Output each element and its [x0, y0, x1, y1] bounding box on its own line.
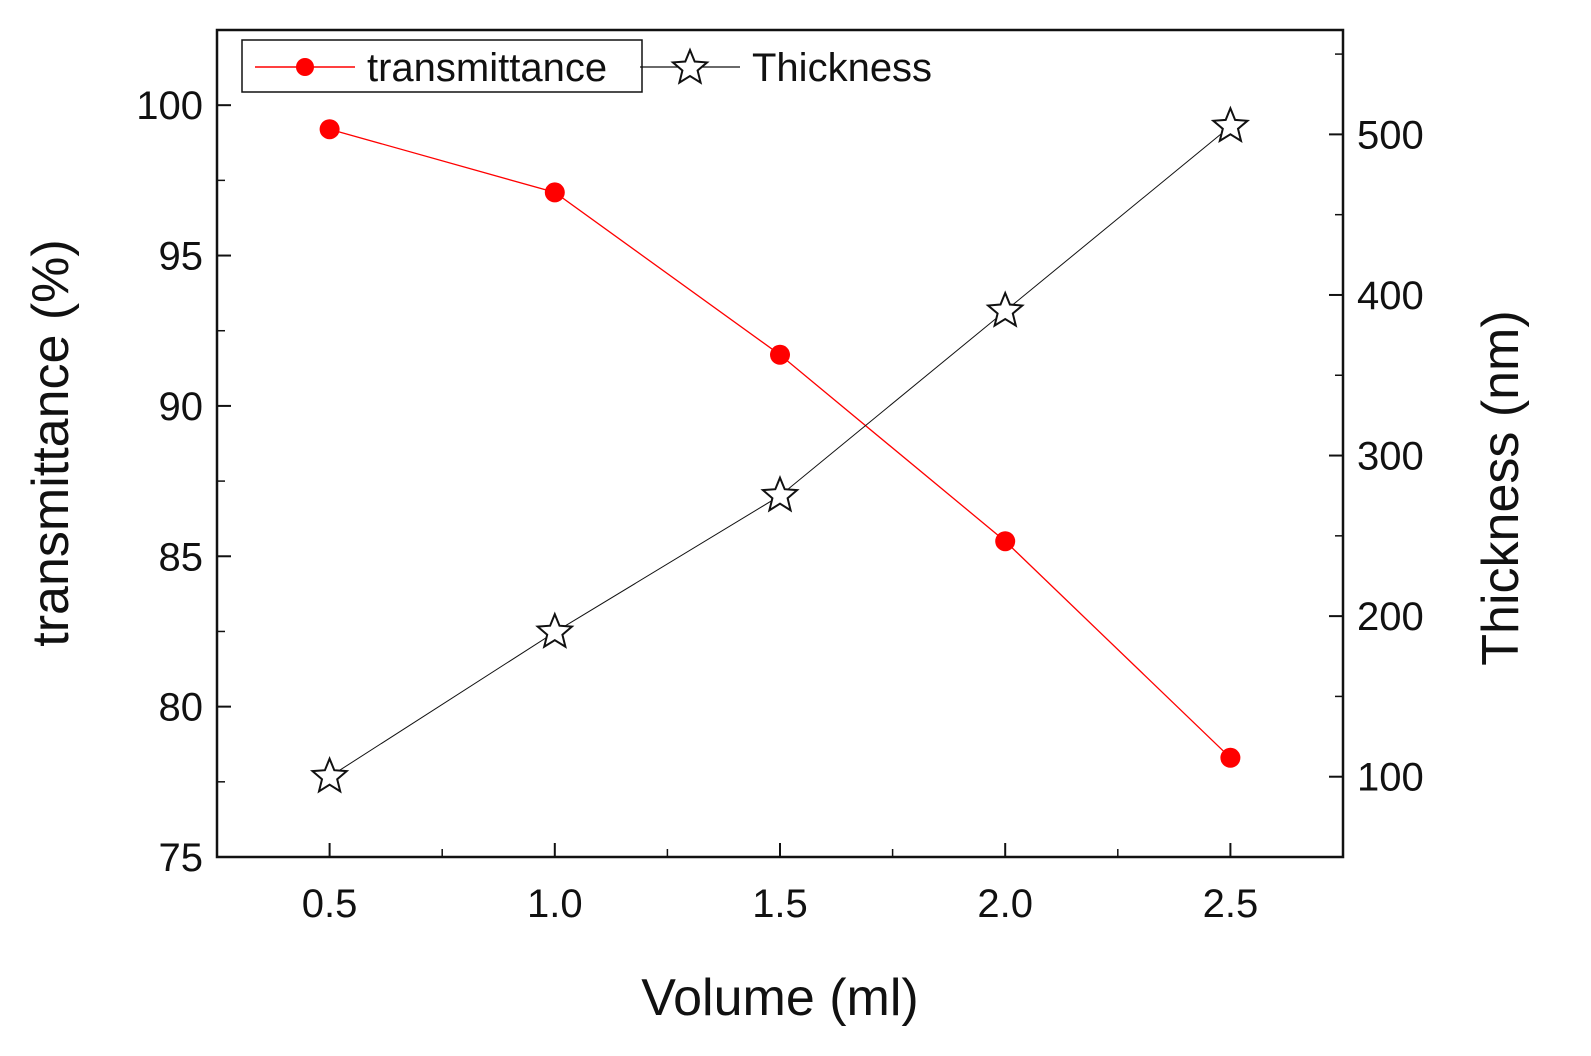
thickness-series-line: [329, 125, 1231, 778]
legend-thickness-label: Thickness: [752, 46, 932, 90]
y-left-tick-label: 80: [159, 686, 204, 730]
y-left-axis-ticks: 75 80 85 90 95 100: [136, 84, 231, 880]
transmittance-data-point: [995, 531, 1016, 552]
legend: transmittance Thickness: [241, 39, 932, 93]
legend-box: [241, 39, 643, 93]
x-tick-label: 2.5: [1203, 882, 1259, 926]
legend-thickness-marker: [670, 47, 710, 85]
y-right-tick-label: 300: [1357, 435, 1424, 479]
x-axis-ticks: 0.5 1.0 1.5 2.0 2.5: [302, 843, 1258, 926]
transmittance-data-point: [770, 344, 790, 365]
y-left-tick-label: 95: [159, 235, 204, 279]
x-tick-label: 0.5: [302, 882, 358, 926]
y-left-tick-label: 90: [159, 385, 204, 429]
y-right-tick-label: 200: [1357, 595, 1424, 639]
series-layer: [309, 105, 1251, 794]
x-tick-label: 2.0: [977, 882, 1033, 926]
legend-transmittance-marker: [296, 58, 314, 76]
thickness-data-point: [985, 290, 1025, 328]
y-right-tick-label: 500: [1357, 113, 1424, 157]
legend-transmittance-label: transmittance: [367, 46, 607, 90]
transmittance-data-point: [319, 119, 340, 140]
x-axis-title: Volume (ml): [641, 969, 918, 1027]
thickness-data-point: [760, 475, 800, 513]
y-right-axis-title: Thickness (nm): [1472, 310, 1530, 665]
y-right-axis-ticks: 100 200 300 400 500: [1329, 53, 1424, 800]
y-left-tick-label: 85: [159, 535, 204, 579]
y-left-axis-title: transmittance (%): [22, 239, 80, 646]
plot-frame: [215, 28, 1345, 859]
y-left-tick-label: 75: [159, 836, 204, 880]
thickness-data-point: [1210, 105, 1251, 144]
transmittance-data-point: [1220, 747, 1241, 768]
thickness-data-point: [535, 611, 575, 649]
transmittance-data-point: [544, 182, 565, 203]
x-tick-label: 1.0: [527, 882, 583, 926]
thickness-data-point: [309, 756, 350, 794]
transmittance-series-line: [329, 128, 1231, 759]
y-right-tick-label: 400: [1357, 274, 1424, 318]
y-right-tick-label: 100: [1357, 756, 1424, 800]
y-left-tick-label: 100: [136, 84, 203, 128]
x-tick-label: 1.5: [752, 882, 808, 926]
